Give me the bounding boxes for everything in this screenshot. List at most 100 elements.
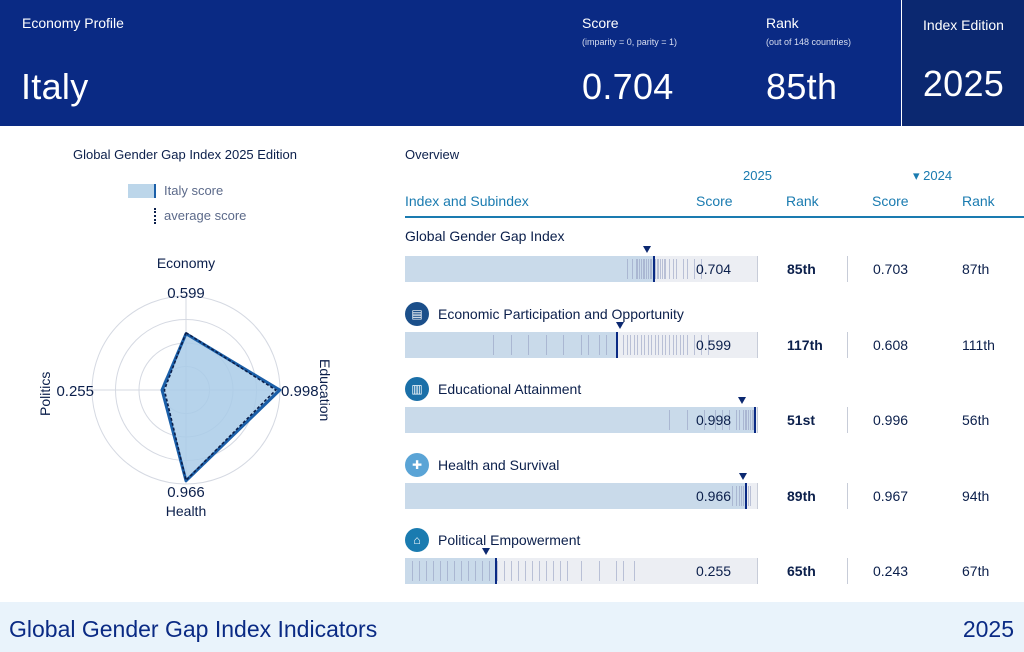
rank-2025: 51st bbox=[787, 412, 816, 428]
distribution-tick bbox=[735, 410, 737, 430]
distribution-tick bbox=[665, 334, 667, 355]
distribution-tick bbox=[676, 259, 678, 279]
distribution-tick bbox=[656, 259, 658, 279]
overall-score: 0.704 bbox=[582, 66, 674, 107]
footer-year: 2025 bbox=[962, 616, 1014, 642]
axis-label-politics: Politics bbox=[37, 372, 53, 416]
distribution-tick bbox=[642, 259, 644, 279]
distribution-tick bbox=[626, 259, 628, 279]
axis-label-economy: Economy bbox=[157, 255, 215, 271]
average-triangle-icon bbox=[737, 397, 746, 404]
distribution-tick bbox=[630, 334, 632, 355]
col-rank: Rank bbox=[786, 193, 819, 209]
book-icon: ▥ bbox=[405, 377, 429, 401]
axis-value-economy: 0.599 bbox=[167, 285, 205, 302]
rank-2024: 111th bbox=[962, 336, 995, 353]
distribution-tick bbox=[639, 259, 641, 279]
distribution-tick bbox=[658, 334, 660, 355]
score-2024: 0.243 bbox=[873, 563, 909, 579]
distribution-tick bbox=[669, 410, 670, 430]
row-title-educational-attainment: ▥ Educational Attainment bbox=[405, 377, 581, 401]
distribution-tick bbox=[517, 561, 519, 581]
radar-average-outline bbox=[163, 331, 278, 482]
distribution-tick bbox=[644, 259, 646, 279]
distribution-tick bbox=[475, 561, 477, 581]
distribution-tick bbox=[669, 334, 670, 355]
profile-label: Economy Profile bbox=[22, 15, 124, 31]
score-value: 0.704 bbox=[696, 261, 732, 277]
row-title-political-empowerment: ⌂ Political Empowerment bbox=[405, 528, 580, 552]
column-separator bbox=[757, 558, 758, 584]
rank-2025: 85th bbox=[787, 261, 816, 277]
overview-title: Overview bbox=[405, 147, 460, 162]
distribution-tick bbox=[748, 410, 750, 430]
column-separator bbox=[847, 256, 848, 282]
row-name: Economic Participation and Opportunity bbox=[438, 305, 684, 322]
cross-icon: ✚ bbox=[405, 452, 429, 477]
score-bar-economic-participation-and-opportunity: 0.599 bbox=[405, 331, 757, 358]
distribution-tick bbox=[640, 334, 642, 355]
rank-2025: 65th bbox=[787, 563, 816, 579]
distribution-tick bbox=[714, 410, 716, 430]
distribution-tick bbox=[649, 259, 651, 279]
col-rank-prev: Rank bbox=[962, 193, 995, 209]
distribution-tick bbox=[654, 334, 656, 355]
radar-legend: Italy score average score bbox=[128, 178, 246, 228]
column-separator bbox=[757, 331, 758, 358]
distribution-tick bbox=[581, 334, 582, 355]
distribution-tick bbox=[635, 259, 637, 279]
distribution-tick bbox=[651, 259, 653, 279]
distribution-tick bbox=[623, 561, 625, 581]
distribution-tick bbox=[632, 259, 634, 279]
edition-box: Index Edition 2025 bbox=[901, 0, 1024, 126]
score-sublabel: (imparity = 0, parity = 1) bbox=[582, 37, 678, 47]
score-marker bbox=[494, 558, 497, 584]
row-name: Political Empowerment bbox=[438, 532, 581, 548]
legend-country-label: Italy score bbox=[164, 183, 224, 198]
distribution-tick bbox=[646, 259, 648, 279]
distribution-tick bbox=[626, 334, 628, 355]
distribution-tick bbox=[538, 561, 540, 581]
distribution-tick bbox=[739, 485, 741, 506]
score-value: 0.998 bbox=[696, 412, 732, 428]
average-triangle-icon bbox=[481, 548, 490, 555]
row-name: Health and Survival bbox=[438, 456, 560, 473]
distribution-tick bbox=[637, 334, 639, 355]
distribution-tick bbox=[461, 561, 463, 581]
distribution-tick bbox=[651, 334, 653, 355]
axis-label-education: Education bbox=[317, 359, 333, 421]
score-value: 0.255 bbox=[696, 563, 732, 579]
legend-average-label: average score bbox=[164, 208, 247, 223]
score-marker bbox=[615, 331, 618, 358]
building-icon: ⌂ bbox=[405, 528, 429, 552]
distribution-tick bbox=[531, 561, 533, 581]
distribution-tick bbox=[744, 410, 746, 430]
overall-rank: 85th bbox=[766, 66, 838, 107]
score-2024: 0.967 bbox=[873, 487, 909, 504]
rank-2024: 67th bbox=[962, 563, 990, 579]
score-bar-health-and-survival: 0.966 bbox=[405, 482, 757, 509]
score-2024: 0.996 bbox=[873, 412, 909, 428]
column-separator bbox=[847, 482, 848, 509]
distribution-tick bbox=[753, 410, 755, 430]
distribution-tick bbox=[658, 259, 660, 279]
radar-title: Global Gender Gap Index 2025 Edition bbox=[72, 147, 298, 162]
score-marker bbox=[652, 256, 655, 282]
distribution-tick bbox=[503, 561, 505, 581]
distribution-tick bbox=[683, 259, 685, 279]
distribution-tick bbox=[552, 561, 554, 581]
distribution-tick bbox=[412, 561, 414, 581]
distribution-tick bbox=[640, 259, 642, 279]
rank-2025: 89th bbox=[787, 487, 816, 504]
distribution-tick bbox=[524, 561, 526, 581]
score-value: 0.599 bbox=[696, 336, 732, 353]
distribution-tick bbox=[637, 259, 639, 279]
rank-2024: 87th bbox=[962, 261, 990, 277]
col-index: Index and Subindex bbox=[405, 193, 529, 209]
distribution-tick bbox=[510, 561, 512, 581]
distribution-tick bbox=[605, 334, 607, 355]
distribution-tick bbox=[704, 410, 706, 430]
distribution-tick bbox=[679, 334, 681, 355]
distribution-tick bbox=[686, 334, 688, 355]
